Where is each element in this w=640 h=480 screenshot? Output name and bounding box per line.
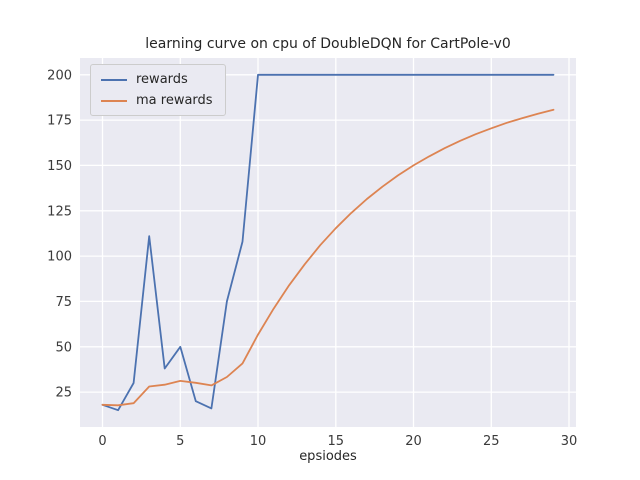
x-tick-label: 10 xyxy=(250,434,267,449)
y-tick-label: 100 xyxy=(47,250,72,265)
legend-item-rewards: rewards xyxy=(101,72,213,87)
x-tick-label: 30 xyxy=(561,434,578,449)
rewards-line-swatch xyxy=(101,78,127,81)
y-tick-label: 50 xyxy=(55,340,72,355)
x-tick-label: 0 xyxy=(98,434,106,449)
legend-label-ma-rewards: ma rewards xyxy=(136,93,213,108)
y-tick-label: 200 xyxy=(47,68,72,83)
series-line-rewards xyxy=(101,73,555,412)
y-tick-label: 175 xyxy=(47,114,72,129)
x-tick-label: 20 xyxy=(405,434,422,449)
x-tick-label: 25 xyxy=(483,434,500,449)
y-tick-label: 75 xyxy=(55,295,72,310)
y-tick-label: 25 xyxy=(55,386,72,401)
ma-rewards-line-swatch xyxy=(101,99,127,102)
series-line-ma-rewards xyxy=(101,108,555,407)
x-tick-label: 15 xyxy=(328,434,345,449)
x-axis-label: epsiodes xyxy=(299,449,357,464)
legend: rewards ma rewards xyxy=(90,64,226,116)
y-tick-label: 150 xyxy=(47,159,72,174)
legend-item-ma-rewards: ma rewards xyxy=(101,93,213,108)
y-tick-label: 125 xyxy=(47,204,72,219)
x-tick-label: 5 xyxy=(176,434,184,449)
legend-label-rewards: rewards xyxy=(136,72,188,87)
chart-title: learning curve on cpu of DoubleDQN for C… xyxy=(145,36,511,52)
